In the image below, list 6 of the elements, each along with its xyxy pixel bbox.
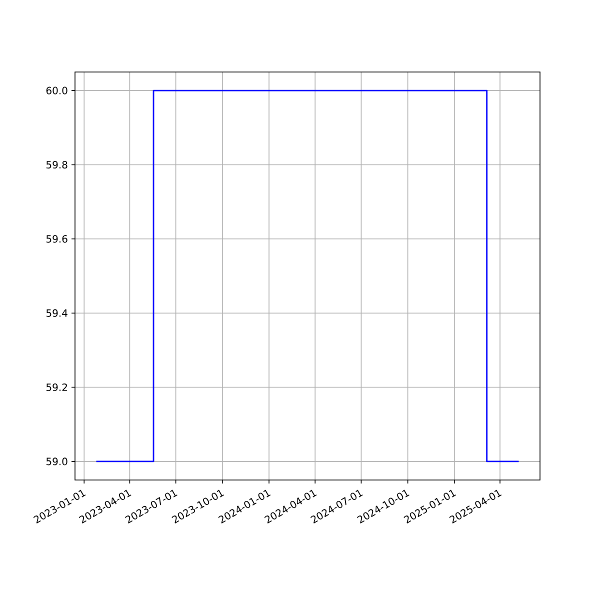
y-tick-label: 59.8 <box>46 160 68 169</box>
y-tick-label: 59.0 <box>46 458 68 466</box>
y-tick-label: 60.0 <box>46 86 68 94</box>
y-tick-label: 59.2 <box>46 383 67 392</box>
y-tick-label: 59.6 <box>46 235 68 243</box>
y-tick-label: 59.4 <box>46 309 68 317</box>
